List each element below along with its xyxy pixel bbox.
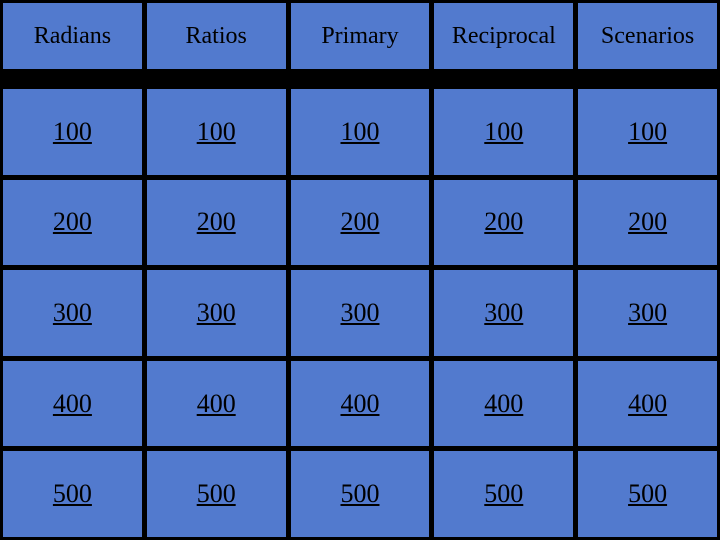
- category-label: Primary: [321, 23, 398, 50]
- category-header: Scenarios: [577, 2, 718, 70]
- value-cell[interactable]: 100: [2, 88, 143, 176]
- value-cell[interactable]: 300: [433, 269, 574, 357]
- value-cell[interactable]: 300: [290, 269, 431, 357]
- value-cell[interactable]: 100: [577, 88, 718, 176]
- category-row: Radians Ratios Primary Reciprocal Scenar…: [2, 2, 718, 70]
- value-cell[interactable]: 400: [577, 360, 718, 448]
- value-cell[interactable]: 300: [2, 269, 143, 357]
- value-label: 500: [53, 479, 92, 509]
- value-cell[interactable]: 100: [290, 88, 431, 176]
- value-cell[interactable]: 400: [290, 360, 431, 448]
- value-label: 400: [197, 389, 236, 419]
- value-label: 400: [53, 389, 92, 419]
- value-cell[interactable]: 500: [2, 450, 143, 538]
- value-label: 500: [628, 479, 667, 509]
- value-cell[interactable]: 400: [146, 360, 287, 448]
- value-cell[interactable]: 200: [146, 179, 287, 267]
- value-label: 200: [340, 207, 379, 237]
- value-cell[interactable]: 100: [433, 88, 574, 176]
- value-label: 100: [484, 117, 523, 147]
- value-label: 100: [340, 117, 379, 147]
- value-label: 200: [197, 207, 236, 237]
- category-header: Reciprocal: [433, 2, 574, 70]
- category-header: Primary: [290, 2, 431, 70]
- value-label: 300: [53, 298, 92, 328]
- value-row: 300 300 300 300 300: [2, 269, 718, 357]
- value-cell[interactable]: 200: [577, 179, 718, 267]
- value-grid: 100 100 100 100 100 200 200 200 200 200 …: [2, 88, 718, 538]
- value-row: 400 400 400 400 400: [2, 360, 718, 448]
- value-cell[interactable]: 500: [577, 450, 718, 538]
- value-row: 100 100 100 100 100: [2, 88, 718, 176]
- value-cell[interactable]: 300: [146, 269, 287, 357]
- value-label: 200: [628, 207, 667, 237]
- value-label: 300: [484, 298, 523, 328]
- value-cell[interactable]: 400: [2, 360, 143, 448]
- jeopardy-board: Radians Ratios Primary Reciprocal Scenar…: [0, 0, 720, 540]
- value-label: 500: [340, 479, 379, 509]
- category-header: Radians: [2, 2, 143, 70]
- value-label: 100: [628, 117, 667, 147]
- value-label: 100: [53, 117, 92, 147]
- value-cell[interactable]: 400: [433, 360, 574, 448]
- category-header: Ratios: [146, 2, 287, 70]
- value-label: 300: [197, 298, 236, 328]
- value-cell[interactable]: 200: [433, 179, 574, 267]
- value-cell[interactable]: 500: [146, 450, 287, 538]
- category-label: Ratios: [186, 23, 247, 50]
- category-label: Reciprocal: [452, 23, 556, 50]
- value-label: 400: [628, 389, 667, 419]
- value-label: 400: [484, 389, 523, 419]
- value-label: 400: [340, 389, 379, 419]
- value-label: 300: [628, 298, 667, 328]
- value-label: 100: [197, 117, 236, 147]
- value-label: 200: [484, 207, 523, 237]
- value-label: 200: [53, 207, 92, 237]
- value-cell[interactable]: 200: [2, 179, 143, 267]
- value-label: 500: [197, 479, 236, 509]
- category-label: Scenarios: [601, 23, 694, 50]
- value-label: 300: [340, 298, 379, 328]
- value-cell[interactable]: 300: [577, 269, 718, 357]
- value-cell[interactable]: 200: [290, 179, 431, 267]
- value-cell[interactable]: 100: [146, 88, 287, 176]
- category-label: Radians: [34, 23, 111, 50]
- value-cell[interactable]: 500: [290, 450, 431, 538]
- value-label: 500: [484, 479, 523, 509]
- value-row: 200 200 200 200 200: [2, 179, 718, 267]
- value-row: 500 500 500 500 500: [2, 450, 718, 538]
- value-cell[interactable]: 500: [433, 450, 574, 538]
